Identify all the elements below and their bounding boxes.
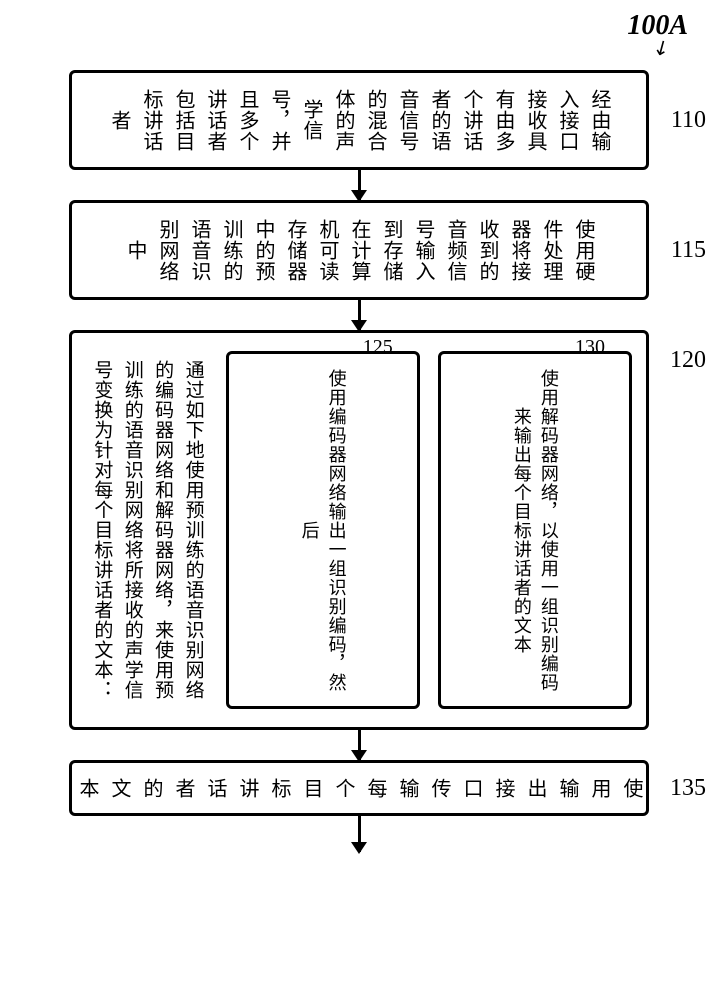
step-4-box: 使用输出接口传输每个目标讲话者的文本 135 xyxy=(69,760,649,816)
arrow-4-out xyxy=(358,816,361,852)
step-1-box: 经由输入接口接收具有由多个讲话者的语音信号的混合体的声学信号，并且多个讲话者包括… xyxy=(69,70,649,170)
step-3-number: 120 xyxy=(670,347,706,374)
step-2-box: 使用硬件处理器将接收到的音频信号输入到存储在计算机可读存储器中的预训练的语音识别… xyxy=(69,200,649,300)
step-3a-number: 125 xyxy=(363,336,393,359)
arrow-3-4 xyxy=(358,730,361,760)
step-1-text: 经由输入接口接收具有由多个讲话者的语音信号的混合体的声学信号，并且多个讲话者包括… xyxy=(103,87,615,153)
step-1-number: 110 xyxy=(671,107,706,134)
step-2-text: 使用硬件处理器将接收到的音频信号输入到存储在计算机可读存储器中的预训练的语音识别… xyxy=(119,217,599,283)
step-3a-box: 125 使用编码器网络输出一组识别编码，然后 xyxy=(226,351,420,709)
arrow-1-2 xyxy=(358,170,361,200)
step-3-inner-container: 125 使用编码器网络输出一组识别编码，然后 130 使用解码器网络，以使用一组… xyxy=(226,351,632,709)
step-2-number: 115 xyxy=(671,237,706,264)
step-3b-box: 130 使用解码器网络，以使用一组识别编码来输出每个目标讲话者的文本 xyxy=(438,351,632,709)
step-4-text: 使用输出接口传输每个目标讲话者的文本 xyxy=(71,777,647,799)
step-3-text: 通过如下地使用预训练的语音识别网络的编码器网络和解码器网络，来使用预训练的语音识… xyxy=(86,351,208,709)
step-3b-text: 使用解码器网络，以使用一组识别编码来输出每个目标讲话者的文本 xyxy=(508,366,562,694)
step-3a-text: 使用编码器网络输出一组识别编码，然后 xyxy=(296,366,350,694)
step-3b-number: 130 xyxy=(575,336,605,359)
step-3-box: 120 通过如下地使用预训练的语音识别网络的编码器网络和解码器网络，来使用预训练… xyxy=(69,330,649,730)
arrow-2-3 xyxy=(358,300,361,330)
step-4-number: 135 xyxy=(670,775,706,802)
flowchart: 经由输入接口接收具有由多个讲话者的语音信号的混合体的声学信号，并且多个讲话者包括… xyxy=(20,70,698,852)
